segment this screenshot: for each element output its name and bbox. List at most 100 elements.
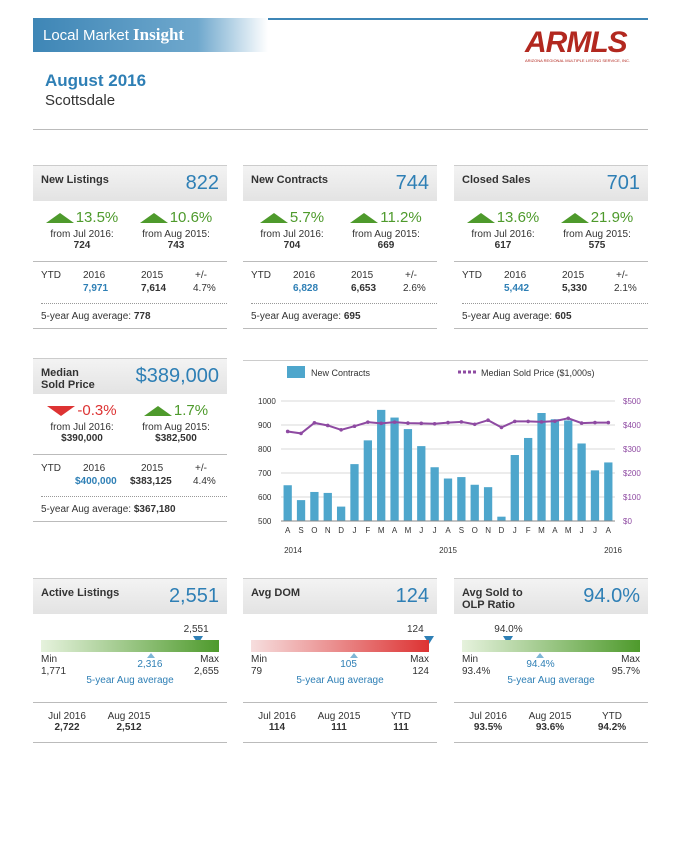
ytd-year-prior: 2015 [141, 463, 164, 474]
x-tick-label: S [298, 526, 303, 535]
change-stat: 13.5% from Jul 2016: 724 [37, 209, 127, 251]
card-value: 822 [185, 172, 219, 194]
card-header: Avg Sold to OLP Ratio 94.0% [454, 578, 648, 614]
price-point [539, 420, 544, 424]
header-divider [33, 129, 648, 130]
change-base-value: 704 [283, 240, 301, 251]
ytd-label: YTD [462, 270, 482, 281]
average-label: 5-year Aug average [507, 675, 595, 686]
footer-stat-value: 2,722 [54, 722, 80, 733]
footer-stat-value: 94.2% [597, 722, 627, 733]
price-point [432, 422, 437, 426]
x-tick-label: A [445, 526, 451, 535]
price-point [419, 421, 424, 426]
average-value: 605 [554, 311, 572, 322]
change-percent: 11.2% [341, 209, 431, 226]
five-year-average: 5-year Aug average: 605 [454, 311, 648, 322]
price-point [459, 420, 464, 424]
year-label: 2015 [439, 546, 457, 555]
change-percent-value: 5.7% [289, 209, 325, 226]
gauge-bar [41, 640, 219, 652]
dotted-divider [251, 303, 437, 304]
gauge-card: Avg DOM 124 124 Min 79 Max 124 105 5-year Aug av… [243, 578, 437, 746]
card-header: Closed Sales 701 [454, 165, 648, 201]
ytd-value-prior: 6,653 [351, 283, 377, 294]
change-base-value: 575 [588, 240, 606, 251]
min-value: 79 [251, 666, 263, 677]
ytd-value-prior: $383,125 [130, 476, 172, 487]
bar [336, 506, 346, 521]
average-label: 5-year Aug average: [41, 311, 132, 322]
five-year-average: 5-year Aug average: 778 [33, 311, 227, 322]
card-header: Active Listings 2,551 [33, 578, 227, 614]
price-line [287, 417, 609, 435]
card-value: $389,000 [135, 365, 219, 387]
average-label: 5-year Aug average [296, 675, 384, 686]
change-stat: 11.2% from Aug 2015: 669 [341, 209, 431, 251]
bar [377, 409, 386, 521]
x-tick-label: M [538, 526, 545, 535]
change-stat: 10.6% from Aug 2015: 743 [131, 209, 221, 251]
card-header: Median Sold Price $389,000 [33, 358, 227, 394]
footer-stat: Jul 2016 2,722 [37, 711, 97, 733]
change-label: from Jul 2016: [471, 229, 535, 240]
footer-stat-label: YTD [391, 711, 411, 722]
current-value-label: 94.0% [494, 624, 523, 635]
change-base-value: 724 [73, 240, 91, 251]
price-point [472, 422, 477, 427]
y-right-tick: $200 [623, 469, 641, 478]
bar [550, 419, 560, 521]
max-label: Max [621, 654, 640, 665]
footer-stat-value: 114 [268, 722, 286, 733]
footer-stat: YTD 111 [371, 711, 431, 733]
footer-stat-label: Aug 2015 [317, 711, 361, 722]
price-point [325, 423, 330, 428]
change-percent: 13.5% [37, 209, 127, 226]
bar [604, 462, 613, 521]
armls-logo: ARMLS ARIZONA REGIONAL MULTIPLE LISTING … [525, 28, 647, 68]
bar [564, 420, 573, 521]
year-label: 2014 [284, 546, 302, 555]
average-value: 94.4% [526, 659, 555, 670]
change-percent: 10.6% [131, 209, 221, 226]
price-point [392, 420, 397, 424]
ytd-section: YTD 2016 2015 +/- $400,000 $383,125 4.4% [33, 454, 227, 494]
min-label: Min [462, 654, 479, 665]
x-tick-label: S [459, 526, 464, 535]
change-percent: 5.7% [247, 209, 337, 226]
change-label: from Jul 2016: [260, 229, 324, 240]
arrow-up-icon [350, 212, 379, 223]
footer-stat: Aug 2015 111 [309, 711, 369, 733]
y-right-tick: $100 [623, 493, 641, 502]
footer-stat-label: Jul 2016 [469, 711, 507, 722]
ytd-year-current: 2016 [83, 463, 106, 474]
bar [470, 484, 479, 521]
dotted-divider [462, 303, 648, 304]
average-marker-icon [536, 653, 545, 658]
footer-stat-label: Jul 2016 [258, 711, 296, 722]
bar [443, 478, 453, 521]
ytd-value-current: 5,442 [504, 283, 530, 294]
arrow-up-icon [143, 405, 172, 416]
ytd-label: YTD [251, 270, 271, 281]
footer-stat-label: Jul 2016 [48, 711, 86, 722]
card-title: Active Listings [41, 587, 120, 599]
bar [310, 491, 319, 521]
year-label: 2016 [604, 546, 622, 555]
report-city: Scottsdale [45, 92, 116, 109]
footer-stat: Jul 2016 93.5% [458, 711, 518, 733]
stat-card: Median Sold Price $389,000 -0.3% from Jul 2… [33, 358, 227, 523]
min-value: 1,771 [41, 666, 67, 677]
ytd-year-current: 2016 [504, 270, 527, 281]
change-percent: 13.6% [458, 209, 548, 226]
x-tick-label: A [285, 526, 291, 535]
footer-stat-value: 2,512 [116, 722, 142, 733]
ytd-diff: 4.7% [193, 283, 216, 294]
bar [417, 446, 426, 521]
ytd-section: YTD 2016 2015 +/- 6,828 6,653 2.6% [243, 261, 437, 301]
bar [323, 492, 332, 521]
card-bottom-rule [243, 328, 437, 329]
footer-stat: Aug 2015 2,512 [99, 711, 159, 733]
footer-stat: Aug 2015 93.6% [520, 711, 580, 733]
ytd-section: YTD 2016 2015 +/- 7,971 7,614 4.7% [33, 261, 227, 301]
